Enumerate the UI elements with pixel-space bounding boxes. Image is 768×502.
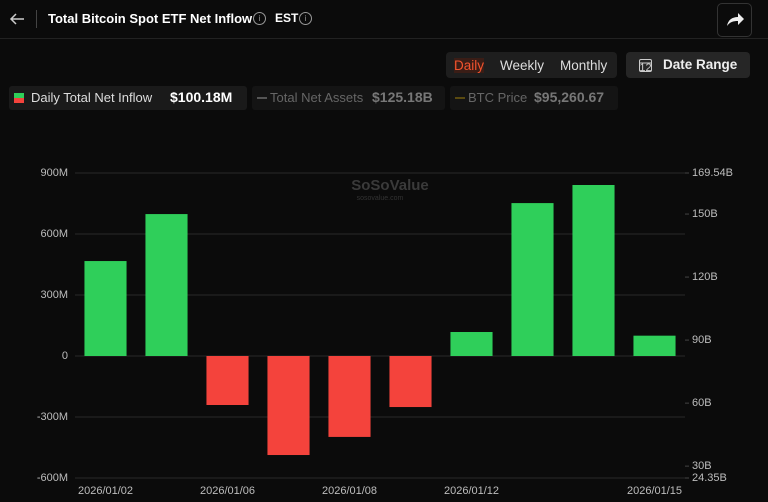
x-tick-label: 2026/01/12 xyxy=(444,485,499,497)
tab[interactable]: Monthly xyxy=(560,58,608,73)
y2-tick-label: 120B xyxy=(692,271,718,283)
bar xyxy=(328,356,371,437)
bar xyxy=(206,356,249,406)
info-icon[interactable]: i xyxy=(253,12,266,25)
x-tick-label: 2026/01/02 xyxy=(78,485,133,497)
info-icon[interactable]: i xyxy=(299,12,312,25)
legend-value: $95,260.67 xyxy=(534,89,605,105)
title: Total Bitcoin Spot ETF Net Inflow xyxy=(48,11,253,26)
legend-value: $100.18M xyxy=(170,89,233,105)
watermark-sub: sosovalue.com xyxy=(357,195,404,202)
bar xyxy=(267,356,310,456)
bar xyxy=(511,203,554,356)
legend-item[interactable]: Daily Total Net Inflow $100.18M xyxy=(9,86,247,110)
share-button[interactable] xyxy=(717,3,752,37)
tab[interactable]: Weekly xyxy=(500,58,545,73)
y2-tick-label: 60B xyxy=(692,397,712,409)
y2-tick-label: 24.35B xyxy=(692,472,727,484)
legend-name: BTC Price xyxy=(468,90,528,105)
legend-item[interactable]: BTC Price $95,260.67 xyxy=(450,86,618,110)
legend-item[interactable]: Total Net Assets $125.18B xyxy=(252,86,445,110)
watermark: SoSoValue xyxy=(351,177,429,194)
bar xyxy=(389,356,432,408)
y2-tick-label: 150B xyxy=(692,208,718,220)
divider xyxy=(36,10,37,28)
date-range-label: Date Range xyxy=(663,57,738,72)
y2-tick-label: 30B xyxy=(692,460,712,472)
x-tick-label: 2026/01/06 xyxy=(200,485,255,497)
timezone: EST xyxy=(275,11,299,25)
x-tick-label: 2026/01/08 xyxy=(322,485,377,497)
y2-tick-label: 169.54B xyxy=(692,167,733,179)
tab[interactable]: Daily xyxy=(454,58,485,73)
svg-text:12: 12 xyxy=(639,62,651,73)
y-tick-label: 600M xyxy=(40,228,68,240)
bar xyxy=(145,214,188,356)
bar xyxy=(633,335,676,356)
y-tick-label: 0 xyxy=(62,350,68,362)
date-range-button[interactable]: 12 Date Range xyxy=(626,52,750,78)
legend-name: Total Net Assets xyxy=(270,90,364,105)
legend-name: Daily Total Net Inflow xyxy=(31,90,153,105)
y-tick-label: 300M xyxy=(40,289,68,301)
bar xyxy=(572,184,615,356)
header: Total Bitcoin Spot ETF Net Inflow i EST … xyxy=(0,0,768,39)
legend-value: $125.18B xyxy=(372,89,433,105)
x-tick-label: 2026/01/15 xyxy=(627,485,682,497)
y2-tick-label: 90B xyxy=(692,334,712,346)
bar xyxy=(450,332,493,356)
y-tick-label: -600M xyxy=(37,472,68,484)
bar xyxy=(84,261,127,356)
y-tick-label: -300M xyxy=(37,411,68,423)
y-tick-label: 900M xyxy=(40,167,68,179)
period-tabs: Daily Weekly Monthly xyxy=(446,52,617,78)
back-icon[interactable] xyxy=(8,10,26,28)
